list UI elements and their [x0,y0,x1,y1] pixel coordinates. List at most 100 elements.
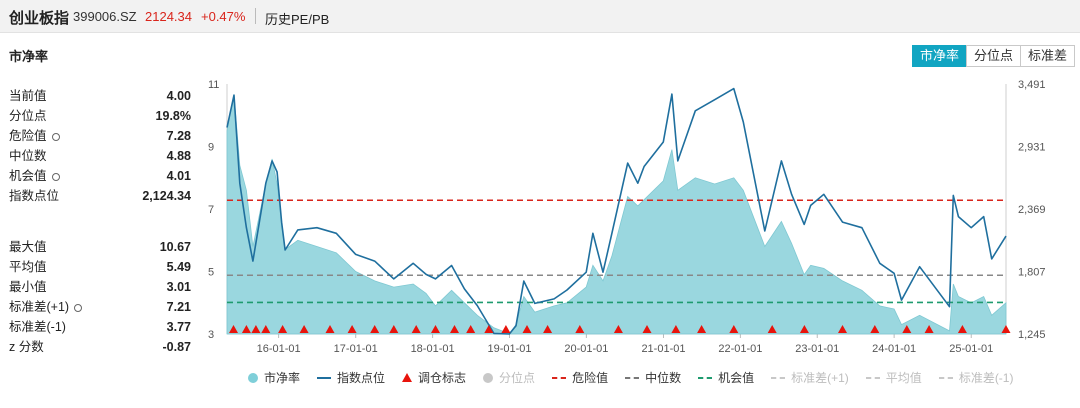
gear-icon[interactable] [74,304,83,312]
tab-pb[interactable]: 市净率 [912,45,968,67]
stat-value: 4.00 [166,89,191,103]
stats-panel-top: 当前值 4.00 分位点 19.8% 危险值 7.28 中位数 4.88 机会值 4.01… [9,86,191,206]
y-right-tick-label: 3,491 [1018,79,1046,91]
legend-item[interactable]: 中位数 [625,369,681,386]
y-left-tick-label: 3 [208,329,214,341]
legend-item[interactable]: 标准差(+1) [771,369,849,386]
index-code: 399006.SZ [73,9,137,24]
stat-label: 最小值 [9,280,47,294]
dash-marker-icon [771,376,786,379]
stat-std-minus: 标准差(-1) 3.77 [9,317,191,337]
x-tick-label: 22-01-01 [718,343,762,355]
x-tick-label: 20-01-01 [564,343,608,355]
rebalance-marker [241,325,251,333]
x-tick-label: 19-01-01 [487,343,531,355]
legend-item[interactable]: 调仓标志 [402,369,466,386]
legend-item[interactable]: 危险值 [552,369,608,386]
legend-item[interactable]: 市净率 [248,369,300,386]
legend-label: 中位数 [645,371,682,385]
stat-percentile: 分位点 19.8% [9,106,191,126]
chart-legend: 市净率 指数点位 调仓标志 分位点 危险值 中位数 机会值 标准差(+1) 平均值 标准差(-1) [248,369,1030,386]
stat-current: 当前值 4.00 [9,86,191,106]
rebalance-marker [325,325,335,333]
divider [255,8,256,24]
rebalance-marker [466,325,476,333]
rebalance-marker [870,325,880,333]
legend-label: 机会值 [718,371,755,385]
rebalance-marker [697,325,707,333]
x-tick-label: 25-01-01 [949,343,993,355]
stats-panel-bottom: 最大值 10.67 平均值 5.49 最小值 3.01 标准差(+1) 7.21 标准差… [9,237,191,357]
gear-icon[interactable] [51,133,60,141]
tab-stddev[interactable]: 标准差 [1020,45,1076,67]
rebalance-marker [799,325,809,333]
gear-icon[interactable] [51,173,60,181]
x-tick-label: 23-01-01 [795,343,839,355]
rebalance-marker [299,325,309,333]
legend-label: 危险值 [572,371,609,385]
legend-label: 分位点 [499,371,536,385]
legend-item[interactable]: 分位点 [483,369,535,386]
rebalance-marker [370,325,380,333]
legend-label: 标准差(+1) [791,371,849,385]
rebalance-marker [924,325,934,333]
rebalance-marker [613,325,623,333]
stat-zscore: z 分数 -0.87 [9,337,191,357]
index-line-series [226,87,1007,335]
index-price: 2124.34 [145,9,192,24]
pb-chart[interactable]: 3 5 7 9 11 1,245 1,807 2,369 2,931 3,491 16-01-01 1… [195,76,1080,366]
y-left-tick-label: 7 [208,204,214,216]
x-tick-label: 16-01-01 [257,343,301,355]
legend-item[interactable]: 指数点位 [317,369,385,386]
stat-median: 中位数 4.88 [9,146,191,166]
rebalance-marker [389,325,399,333]
subtitle: 历史PE/PB [265,12,330,27]
triangle-marker-icon [402,373,413,382]
tab-percentile[interactable]: 分位点 [966,45,1022,67]
stat-opportunity: 机会值 4.01 [9,166,191,186]
y-left-tick-label: 5 [208,267,214,279]
index-change: +0.47% [201,9,246,24]
stat-value: 4.01 [166,169,191,183]
legend-item[interactable]: 平均值 [865,369,922,386]
stat-std-plus: 标准差(+1) 7.21 [9,297,191,317]
stat-mean: 平均值 5.49 [9,257,191,277]
legend-label: 市净率 [264,371,301,385]
dash-marker-icon [865,376,880,379]
rebalance-marker [767,325,777,333]
stat-label: 指数点位 [9,189,60,203]
rebalance-marker [229,325,238,333]
x-tick-label: 17-01-01 [334,343,378,355]
y-right-tick-label: 2,931 [1018,141,1046,153]
stat-value: 10.67 [159,240,191,254]
pb-area-series [226,94,1007,335]
rebalance-marker [450,325,459,333]
stat-label: 当前值 [9,89,47,103]
rebalance-marker [411,325,421,333]
y-left-tick-label: 11 [208,79,219,91]
stat-value: 19.8% [155,109,191,123]
stat-label: 机会值 [9,166,60,186]
stat-min: 最小值 3.01 [9,277,191,297]
top-bar: 创业板指 399006.SZ 2124.34 +0.47% 历史PE/PB [0,0,1080,33]
stat-label: 最大值 [9,240,47,254]
legend-label: 指数点位 [337,371,386,385]
legend-item[interactable]: 标准差(-1) [938,369,1014,386]
dash-marker-icon [698,376,713,379]
rebalance-marker [261,325,271,333]
legend-label: 标准差(-1) [958,371,1014,385]
line-marker-icon [317,376,332,379]
rebalance-marker [902,325,912,333]
rebalance-marker [347,325,357,333]
rebalance-marker [838,325,847,333]
section-title: 市净率 [9,49,49,64]
dash-marker-icon [552,376,567,379]
rebalance-marker [431,325,440,333]
legend-item[interactable]: 机会值 [698,369,754,386]
stat-label: 平均值 [9,260,47,274]
rebalance-marker [1001,325,1011,333]
rebalance-marker [957,325,967,333]
dot-marker-icon [248,372,258,383]
stat-label: 危险值 [9,126,60,146]
stat-value: 3.01 [166,280,191,294]
